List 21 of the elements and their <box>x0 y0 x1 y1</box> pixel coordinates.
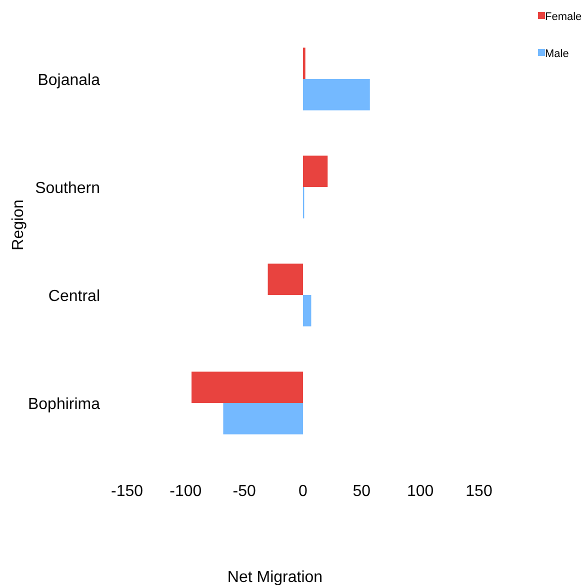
y-tick-label: Southern <box>35 180 100 197</box>
x-tick-label: 100 <box>406 483 434 500</box>
x-tick-label: 0 <box>298 483 308 500</box>
bar <box>303 79 370 110</box>
x-tick-label: -50 <box>232 483 256 500</box>
x-tick-label: -150 <box>110 483 144 500</box>
bar <box>268 264 303 295</box>
x-tick-label: 50 <box>352 483 371 500</box>
bar <box>223 403 303 434</box>
bar <box>303 156 328 187</box>
x-tick-label: 150 <box>466 483 492 500</box>
x-axis-title: Net Migration <box>227 569 323 585</box>
y-tick-label: Bojanala <box>38 72 100 89</box>
legend-label: Male <box>545 48 569 60</box>
y-tick-label: Bophirima <box>28 396 100 413</box>
bar <box>303 295 312 326</box>
x-tick-label: -100 <box>170 483 202 500</box>
legend-label: Female <box>545 11 582 23</box>
y-axis-title: Region <box>10 200 27 250</box>
y-tick-label: Central <box>48 288 100 305</box>
bar <box>192 372 303 403</box>
